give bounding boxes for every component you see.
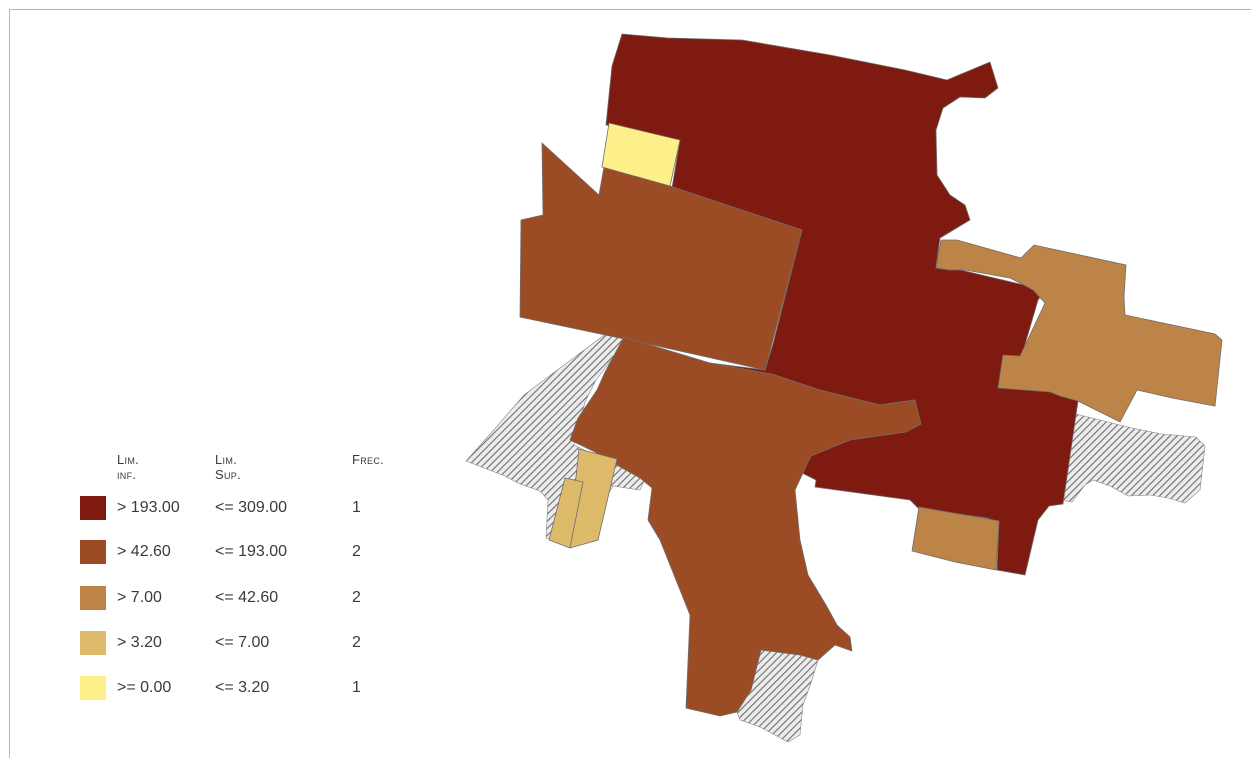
district-tan-south[interactable] <box>911 506 1000 571</box>
district-dark-red[interactable] <box>605 33 1079 576</box>
legend-lim-sup: <= 7.00 <box>215 634 270 651</box>
legend-lim-inf: > 3.20 <box>117 634 162 651</box>
legend-row: > 7.00 <= 42.60 2 <box>80 586 420 610</box>
legend-lim-sup: <= 193.00 <box>215 543 288 560</box>
legend-lim-sup: <= 42.60 <box>215 589 279 606</box>
map-frame <box>9 9 1251 758</box>
legend-swatch <box>80 496 106 520</box>
legend-frec: 2 <box>352 589 361 606</box>
legend-row: >= 0.00 <= 3.20 1 <box>80 676 420 700</box>
legend-frec: 1 <box>352 679 361 696</box>
district-yellow[interactable] <box>601 122 681 187</box>
legend-lim-sup: <= 309.00 <box>215 499 288 516</box>
district-brown-nw[interactable] <box>519 142 803 371</box>
legend-lim-inf: > 7.00 <box>117 589 162 606</box>
legend-swatch <box>80 540 106 564</box>
legend-lim-inf: > 193.00 <box>117 499 180 516</box>
district-brown-sw[interactable] <box>569 336 922 717</box>
legend-swatch <box>80 631 106 655</box>
header-lim-sup: Lim. Sup. <box>215 452 241 482</box>
district-sand-strip-b[interactable] <box>548 477 584 549</box>
header-lim-inf: Lim. inf. <box>117 452 140 482</box>
legend-frec: 2 <box>352 634 361 651</box>
legend-row: > 3.20 <= 7.00 2 <box>80 631 420 655</box>
district-tan-east[interactable] <box>935 239 1223 423</box>
legend-lim-inf: >= 0.00 <box>117 679 172 696</box>
legend-swatch <box>80 676 106 700</box>
legend-lim-inf: > 42.60 <box>117 543 171 560</box>
legend-row: > 193.00 <= 309.00 1 <box>80 496 420 520</box>
legend-frec: 1 <box>352 499 361 516</box>
legend-row: > 42.60 <= 193.00 2 <box>80 540 420 564</box>
legend-lim-sup: <= 3.20 <box>215 679 270 696</box>
legend-swatch <box>80 586 106 610</box>
districts <box>519 33 1223 717</box>
header-frec: Frec. <box>352 452 385 467</box>
legend-frec: 2 <box>352 543 361 560</box>
